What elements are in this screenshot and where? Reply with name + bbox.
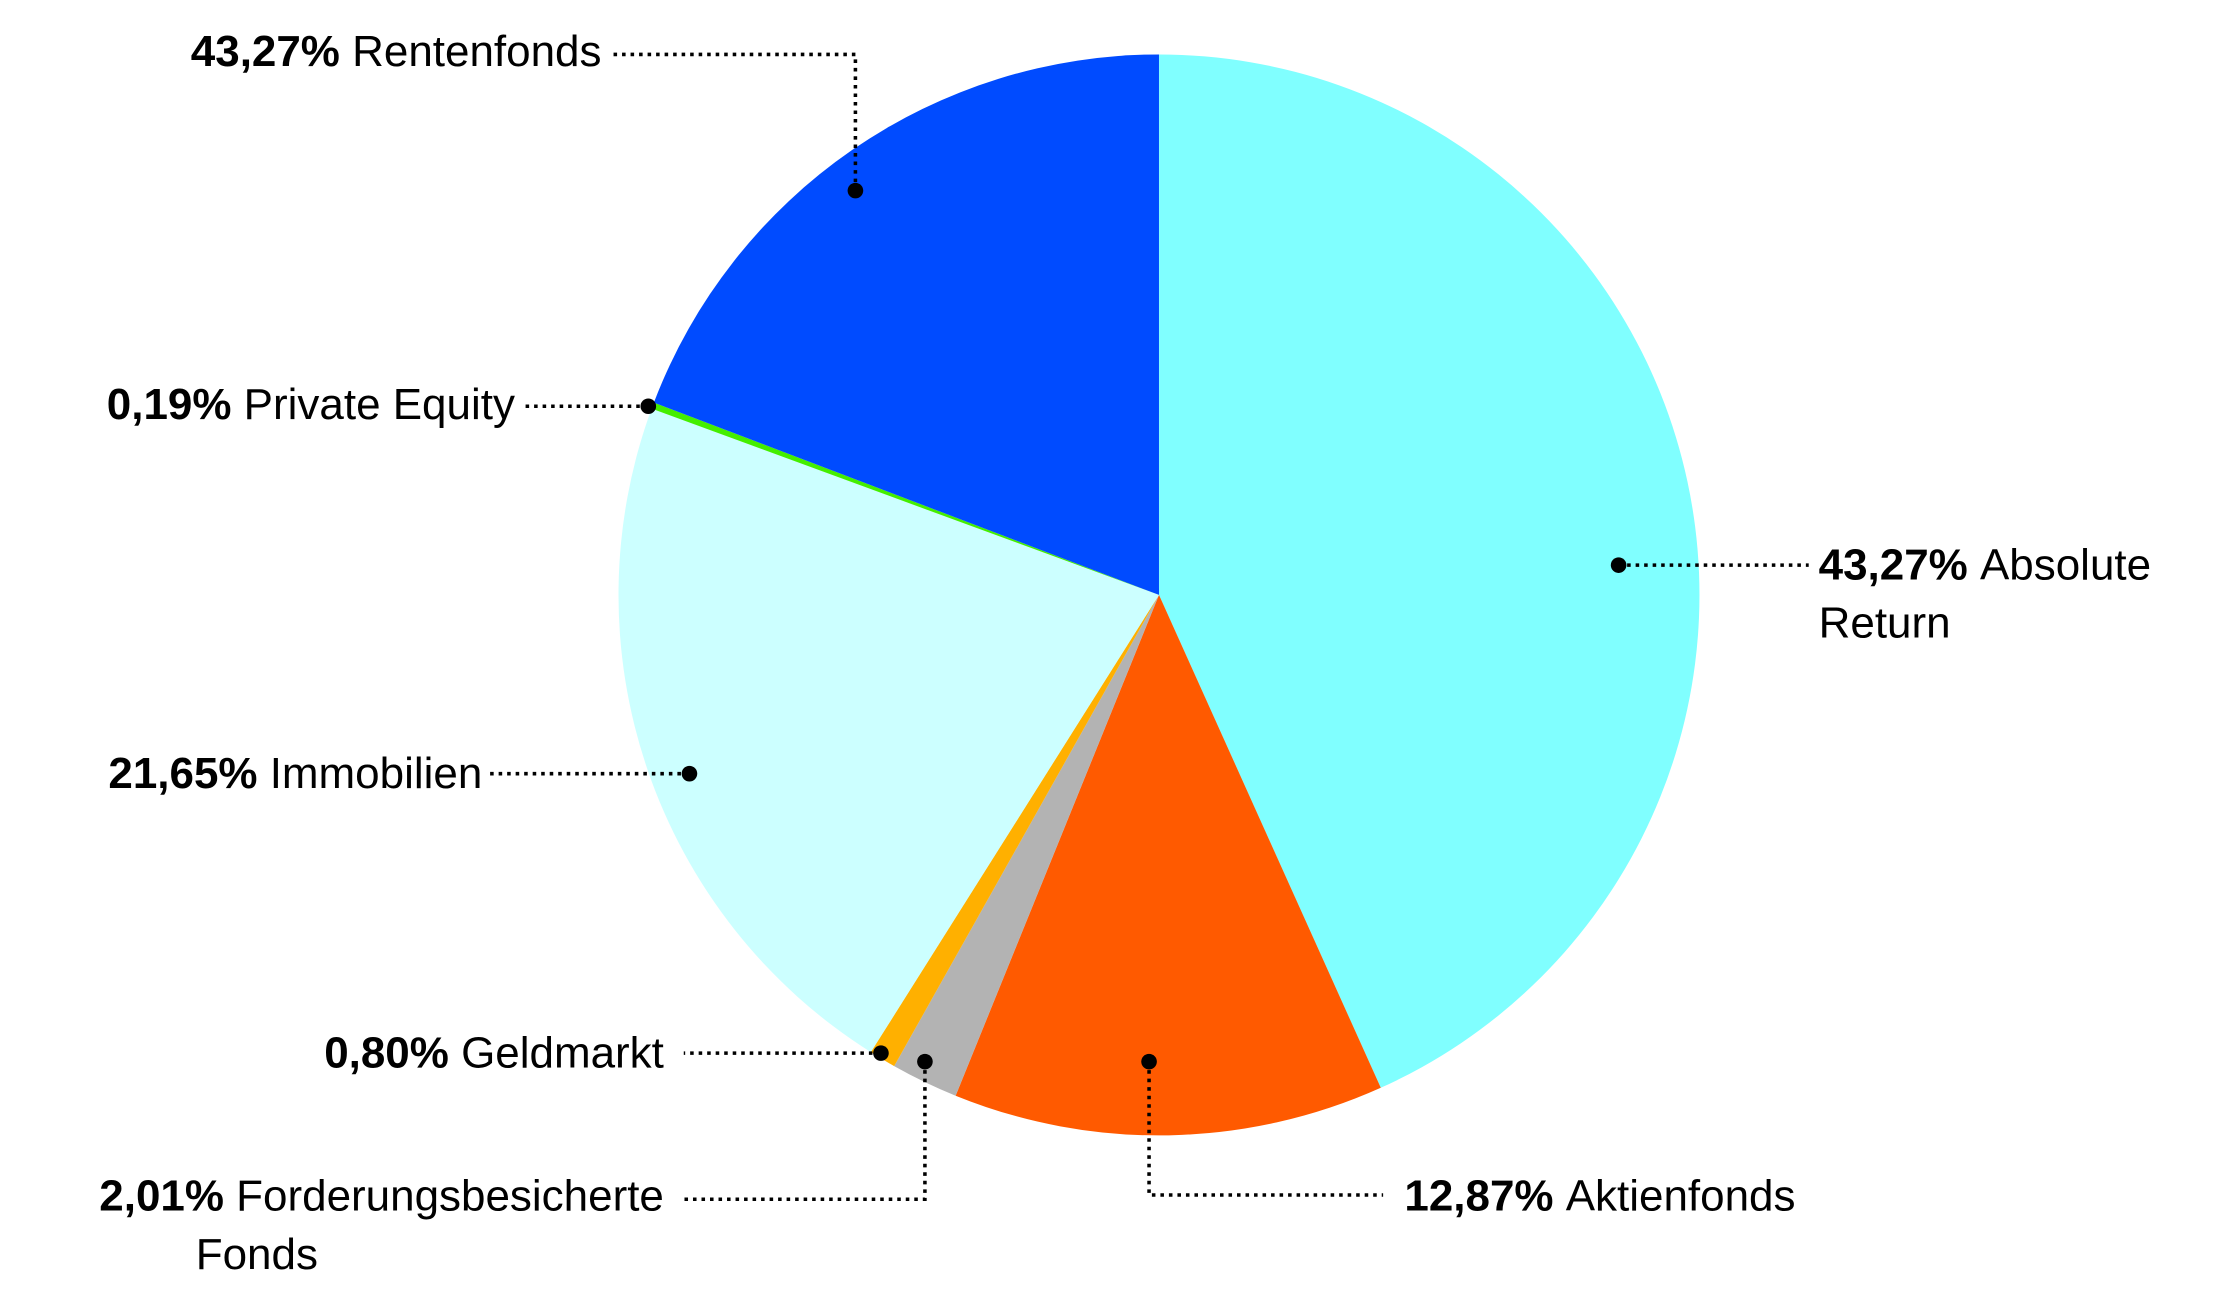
pie-slices: [618, 54, 1700, 1136]
percent-label: 21,65%: [108, 749, 269, 798]
category-label-line2: Return: [1819, 598, 1951, 647]
category-label: Geldmarkt: [461, 1028, 664, 1077]
category-label: Private Equity: [244, 380, 515, 429]
data-label-private-equity: 0,19% Private Equity: [107, 380, 515, 429]
slice-rentenfonds: [653, 54, 1159, 595]
data-label-aktienfonds: 12,87% Aktienfonds: [1404, 1172, 1795, 1221]
percent-label: 0,80%: [324, 1028, 461, 1077]
leader-dot-rentenfonds: [847, 182, 864, 199]
category-label: Absolute: [1980, 540, 2151, 589]
percent-label: 2,01%: [99, 1172, 236, 1221]
slice-geldmarkt: [870, 594, 1159, 1067]
label-absolute-return: 43,27% Absolute Return: [1610, 540, 2151, 647]
percent-label: 12,87%: [1404, 1172, 1565, 1221]
slice-aktienfonds: [955, 594, 1381, 1136]
label-immobilien: 21,65% Immobilien: [108, 749, 698, 798]
label-aktienfonds: 12,87% Aktienfonds: [1141, 1053, 1796, 1221]
category-label: Rentenfonds: [352, 27, 601, 76]
leader-dot-geldmarkt: [873, 1045, 889, 1061]
category-label: Immobilien: [270, 749, 483, 798]
percent-label: 43,27%: [191, 27, 352, 76]
leader-dot-immobilien: [681, 765, 698, 782]
leader-line-aktienfonds: [1147, 1061, 1384, 1197]
leader-line-rentenfonds: [612, 52, 858, 191]
leader-dot-forderungsbesicherte-fonds: [917, 1053, 933, 1070]
label-private-equity: 0,19% Private Equity: [107, 380, 657, 429]
data-label-geldmarkt: 0,80% Geldmarkt: [324, 1028, 664, 1077]
label-forderungsbesicherte-fonds: 2,01% Forderungsbesicherte Fonds: [99, 1053, 933, 1279]
leader-line-forderungsbesicherte-fonds: [683, 1061, 927, 1202]
category-label: Forderungsbesicherte: [236, 1172, 664, 1221]
slice-immobilien: [618, 408, 1159, 1053]
data-label-rentenfonds: 43,27% Rentenfonds: [191, 27, 602, 76]
percent-label: 0,19%: [107, 380, 244, 429]
slice-absolute-return: [1158, 54, 1700, 1088]
percent-label: 43,27%: [1819, 540, 1980, 589]
data-label-immobilien: 21,65% Immobilien: [108, 749, 482, 798]
leader-dot-aktienfonds: [1141, 1053, 1157, 1070]
label-geldmarkt: 0,80% Geldmarkt: [324, 1028, 889, 1077]
data-label-forderungsbesicherte-fonds: 2,01% Forderungsbesicherte: [99, 1172, 664, 1221]
slice-private-equity: [651, 402, 1159, 595]
category-label: Aktienfonds: [1566, 1172, 1796, 1221]
pie-labels: 43,27% Absolute Return 12,87% Aktienfonds 2…: [99, 27, 2151, 1279]
category-label-line2: Fonds: [196, 1230, 318, 1279]
slice-forderungsbesicherte-fonds: [894, 594, 1159, 1096]
leader-dot-absolute-return: [1610, 557, 1627, 573]
label-rentenfonds: 43,27% Rentenfonds: [191, 27, 864, 199]
leader-dot-private-equity: [640, 398, 657, 415]
data-label-absolute-return: 43,27% Absolute: [1819, 540, 2151, 589]
